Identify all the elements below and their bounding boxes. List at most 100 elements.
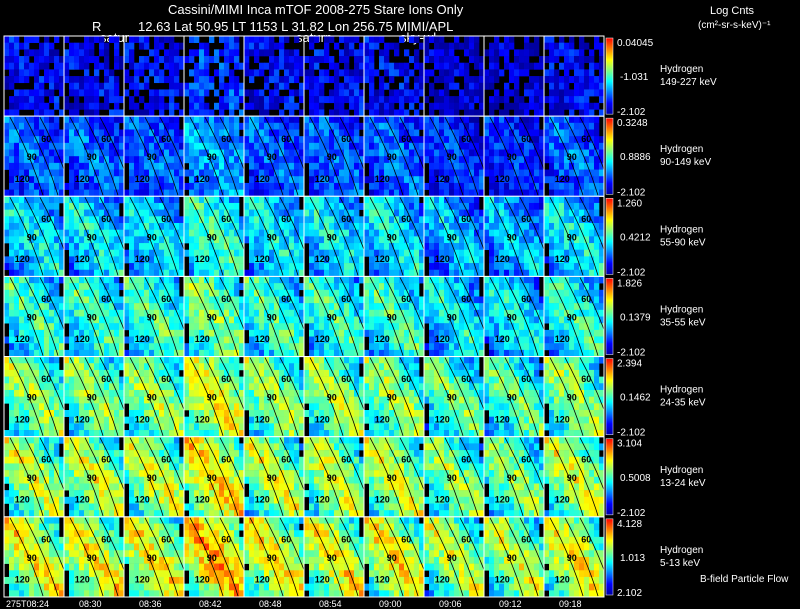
- pixel: [354, 289, 360, 297]
- pixel: [129, 249, 135, 257]
- pixel: [224, 243, 230, 251]
- pixel: [314, 56, 320, 64]
- pixel: [79, 76, 85, 84]
- pixel: [309, 209, 315, 217]
- pixel: [4, 316, 10, 324]
- pixel: [259, 49, 265, 57]
- pixel: [149, 276, 155, 284]
- contour-label: 120: [375, 174, 390, 184]
- pixel: [154, 62, 160, 70]
- pixel: [579, 62, 585, 70]
- pixel: [554, 136, 560, 144]
- pixel: [569, 209, 575, 217]
- pixel: [234, 116, 240, 124]
- contour-label: 90: [87, 152, 97, 162]
- pixel: [594, 116, 600, 124]
- pixel: [29, 216, 35, 224]
- pixel: [519, 109, 525, 117]
- pixel: [94, 223, 100, 230]
- pixel: [219, 349, 225, 357]
- pixel: [394, 256, 400, 264]
- pixel: [509, 249, 515, 257]
- pixel: [409, 276, 415, 284]
- pixel: [189, 49, 195, 57]
- pixel: [234, 36, 240, 43]
- pixel: [374, 336, 380, 344]
- pixel: [449, 229, 455, 237]
- pixel: [339, 96, 345, 104]
- pixel: [334, 89, 340, 97]
- pixel: [499, 202, 505, 210]
- pixel: [224, 82, 230, 90]
- pixel: [574, 96, 580, 104]
- pixel: [319, 209, 325, 217]
- pixel: [194, 269, 200, 277]
- pixel: [114, 236, 120, 244]
- pixel: [89, 216, 95, 224]
- pixel: [174, 289, 180, 297]
- pixel: [344, 129, 350, 137]
- pixel: [399, 336, 405, 344]
- pixel: [204, 209, 210, 217]
- image-panel-r0-c4: [243, 35, 305, 117]
- contour-label: 90: [267, 232, 277, 242]
- pixel: [289, 156, 295, 164]
- pixel: [344, 89, 350, 97]
- pixel: [489, 109, 495, 117]
- pixel: [194, 136, 200, 144]
- pixel: [489, 102, 495, 110]
- pixel: [139, 243, 145, 251]
- contour-label: 60: [341, 134, 351, 144]
- pixel: [169, 176, 175, 184]
- pixel: [354, 236, 360, 244]
- pixel: [274, 156, 280, 164]
- pixel: [214, 89, 220, 97]
- pixel: [339, 102, 345, 110]
- pixel: [229, 283, 235, 291]
- pixel: [394, 96, 400, 104]
- pixel: [219, 323, 225, 331]
- pixel: [314, 182, 320, 190]
- pixel: [394, 142, 400, 150]
- pixel: [514, 176, 520, 184]
- pixel: [19, 229, 25, 237]
- pixel: [599, 82, 605, 90]
- pixel: [274, 249, 280, 257]
- pixel: [294, 269, 300, 277]
- pixel: [209, 336, 215, 344]
- pixel: [379, 289, 385, 297]
- pixel: [364, 196, 370, 204]
- pixel: [79, 329, 85, 337]
- pixel: [4, 42, 10, 50]
- pixel: [289, 276, 295, 284]
- pixel: [24, 56, 30, 64]
- pixel: [339, 202, 345, 210]
- pixel: [204, 162, 210, 170]
- pixel: [579, 229, 585, 237]
- pixel: [354, 136, 360, 144]
- pixel: [109, 69, 115, 77]
- pixel: [89, 89, 95, 97]
- pixel: [454, 96, 460, 104]
- pixel: [554, 256, 560, 264]
- pixel: [324, 169, 330, 177]
- pixel: [29, 116, 35, 124]
- pixel: [179, 162, 185, 170]
- pixel: [19, 122, 25, 130]
- pixel: [484, 142, 490, 150]
- pixel: [504, 56, 510, 64]
- pixel: [579, 69, 585, 77]
- pixel: [229, 149, 235, 157]
- pixel: [319, 343, 325, 351]
- pixel: [9, 176, 15, 184]
- pixel: [264, 36, 270, 43]
- pixel: [539, 142, 545, 150]
- pixel: [54, 336, 60, 344]
- pixel: [364, 249, 370, 257]
- pixel: [114, 129, 120, 137]
- pixel: [69, 329, 75, 337]
- pixel: [374, 136, 380, 144]
- pixel: [479, 256, 485, 264]
- pixel: [14, 216, 20, 224]
- pixel: [389, 62, 395, 70]
